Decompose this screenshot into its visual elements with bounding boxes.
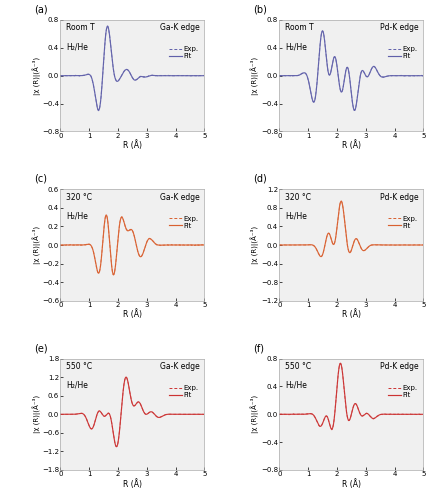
Text: (d): (d) <box>254 174 267 184</box>
Text: Room T: Room T <box>285 24 314 32</box>
Text: H₂/He: H₂/He <box>285 212 307 220</box>
Text: Ga-K edge: Ga-K edge <box>160 24 200 32</box>
Y-axis label: |χ (R)|(Å⁻³): |χ (R)|(Å⁻³) <box>251 56 260 95</box>
X-axis label: R (Å): R (Å) <box>342 479 361 488</box>
Text: H₂/He: H₂/He <box>66 381 88 390</box>
Text: Pd-K edge: Pd-K edge <box>381 192 419 202</box>
Text: 550 °C: 550 °C <box>66 362 92 371</box>
Legend: Exp., Fit: Exp., Fit <box>388 215 419 230</box>
Text: Room T: Room T <box>66 24 95 32</box>
Text: (e): (e) <box>35 343 48 353</box>
X-axis label: R (Å): R (Å) <box>342 140 361 150</box>
Text: (b): (b) <box>254 4 267 15</box>
Y-axis label: |χ (R)|(Å⁻³): |χ (R)|(Å⁻³) <box>32 226 41 264</box>
Text: 320 °C: 320 °C <box>285 192 311 202</box>
Text: Pd-K edge: Pd-K edge <box>381 24 419 32</box>
Legend: Exp., Fit: Exp., Fit <box>388 46 419 60</box>
Y-axis label: |χ (R)|(Å⁻³): |χ (R)|(Å⁻³) <box>251 226 260 264</box>
X-axis label: R (Å): R (Å) <box>123 140 142 150</box>
Text: (c): (c) <box>35 174 48 184</box>
Text: (a): (a) <box>35 4 48 15</box>
Text: H₂/He: H₂/He <box>285 42 307 51</box>
X-axis label: R (Å): R (Å) <box>123 479 142 488</box>
Y-axis label: |χ (R)|(Å⁻³): |χ (R)|(Å⁻³) <box>32 395 41 434</box>
Text: H₂/He: H₂/He <box>285 381 307 390</box>
Legend: Exp., Fit: Exp., Fit <box>388 384 419 399</box>
X-axis label: R (Å): R (Å) <box>342 310 361 320</box>
Text: Ga-K edge: Ga-K edge <box>160 362 200 371</box>
Legend: Exp., Fit: Exp., Fit <box>168 215 200 230</box>
Legend: Exp., Fit: Exp., Fit <box>168 46 200 60</box>
Text: 320 °C: 320 °C <box>66 192 92 202</box>
Y-axis label: |χ (R)|(Å⁻³): |χ (R)|(Å⁻³) <box>251 395 260 434</box>
Legend: Exp., Fit: Exp., Fit <box>168 384 200 399</box>
X-axis label: R (Å): R (Å) <box>123 310 142 320</box>
Y-axis label: |χ (R)|(Å⁻³): |χ (R)|(Å⁻³) <box>32 56 41 95</box>
Text: Ga-K edge: Ga-K edge <box>160 192 200 202</box>
Text: H₂/He: H₂/He <box>66 212 88 220</box>
Text: (f): (f) <box>254 343 264 353</box>
Text: 550 °C: 550 °C <box>285 362 311 371</box>
Text: H₂/He: H₂/He <box>66 42 88 51</box>
Text: Pd-K edge: Pd-K edge <box>381 362 419 371</box>
